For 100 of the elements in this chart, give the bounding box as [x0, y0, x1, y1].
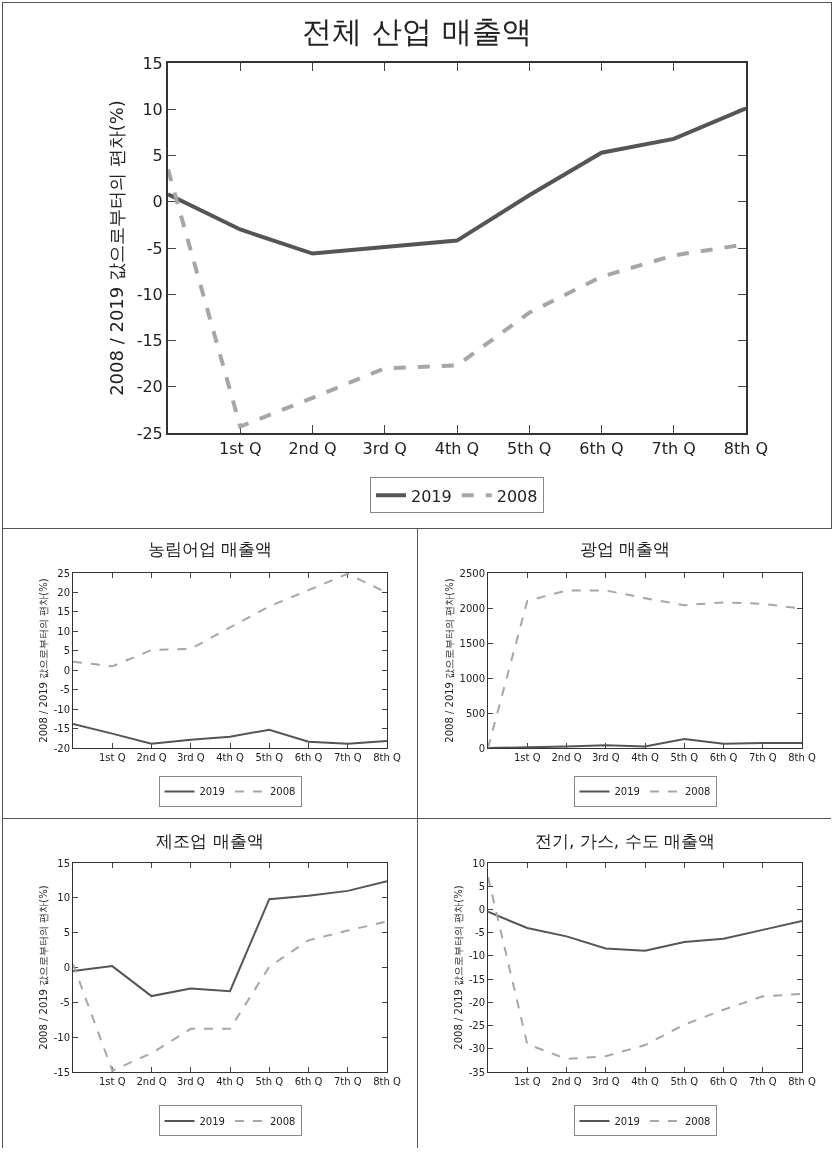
chart-title: 전기, 가스, 수도 매출액 [534, 831, 716, 852]
x-tick-label: 2nd Q [288, 439, 337, 459]
y-tick-label: -5 [475, 927, 485, 939]
y-tick-label: -30 [468, 1043, 485, 1055]
chart-title: 제조업 매출액 [156, 831, 264, 852]
x-tick-label: 5th Q [670, 752, 699, 763]
x-tick-label: 2nd Q [551, 1076, 582, 1087]
y-tick-label: -20 [468, 996, 485, 1008]
legend-label: 2008 [269, 786, 296, 798]
x-tick-label: 7th Q [748, 752, 777, 763]
y-axis-title: 2008 / 2019 값으로부터의 편차(%) [37, 578, 49, 743]
x-tick-label: 6th Q [709, 1076, 738, 1087]
y-tick-label: 1500 [459, 637, 485, 649]
y-tick-label: 2500 [459, 567, 485, 579]
y-tick-label: 2000 [459, 602, 485, 614]
x-tick-label: 2nd Q [551, 752, 582, 763]
y-tick-label: 25 [57, 567, 70, 579]
x-tick-label: 3rd Q [591, 1076, 620, 1087]
x-tick-label: 3rd Q [176, 752, 205, 763]
y-tick-label: -15 [53, 723, 70, 735]
y-tick-label: -15 [136, 331, 163, 351]
y-tick-label: 0 [478, 742, 485, 754]
y-tick-label: 10 [142, 99, 163, 119]
y-tick-label: 15 [57, 857, 70, 869]
legend-label: 2008 [496, 486, 538, 506]
y-axis-title: 2008 / 2019 값으로부터의 편차(%) [452, 885, 464, 1050]
x-tick-label: 4th Q [216, 752, 244, 763]
y-tick-label: -15 [53, 1066, 70, 1078]
y-tick-label: 10 [57, 892, 70, 904]
y-tick-label: 5 [63, 927, 70, 939]
x-tick-label: 7th Q [651, 439, 696, 459]
y-tick-label: -25 [136, 423, 163, 443]
y-tick-label: -20 [53, 742, 70, 754]
x-tick-label: 6th Q [579, 439, 624, 459]
x-tick-label: 6th Q [294, 752, 323, 763]
x-tick-label: 1st Q [98, 752, 126, 763]
y-tick-label: -20 [136, 377, 163, 397]
legend-label: 2019 [199, 1115, 225, 1127]
x-tick-label: 6th Q [709, 752, 738, 763]
y-tick-label: -15 [468, 973, 485, 985]
y-tick-label: -25 [468, 1020, 485, 1032]
x-tick-label: 8th Q [788, 1076, 816, 1087]
legend-label: 2008 [684, 786, 711, 798]
chart-title: 전체 산업 매출액 [302, 14, 532, 50]
y-tick-label: 0 [478, 903, 485, 915]
y-axis-title: 2008 / 2019 값으로부터의 편차(%) [443, 578, 455, 743]
y-tick-label: 5 [152, 146, 163, 166]
x-tick-label: 6th Q [294, 1076, 323, 1087]
y-tick-label: 15 [142, 53, 163, 73]
y-axis-title: 2008 / 2019 값으로부터의 편차(%) [37, 885, 49, 1050]
y-tick-label: -5 [60, 996, 70, 1008]
x-tick-label: 7th Q [333, 752, 362, 763]
legend-label: 2019 [614, 786, 640, 798]
y-axis-title: 2008 / 2019 값으로부터의 편차(%) [106, 100, 128, 396]
x-tick-label: 8th Q [723, 439, 769, 459]
legend-label: 2008 [269, 1115, 296, 1127]
y-tick-label: 500 [465, 707, 485, 719]
x-tick-label: 1st Q [513, 1076, 541, 1087]
x-tick-label: 1st Q [98, 1076, 126, 1087]
chart-title: 농림어업 매출액 [147, 539, 273, 560]
x-tick-label: 2nd Q [136, 1076, 167, 1087]
x-tick-label: 3rd Q [362, 439, 407, 459]
x-tick-label: 4th Q [631, 752, 659, 763]
y-tick-label: 1000 [459, 672, 485, 684]
x-tick-label: 8th Q [788, 752, 816, 763]
legend-label: 2008 [684, 1115, 711, 1127]
x-tick-label: 3rd Q [591, 752, 620, 763]
y-tick-label: -10 [136, 284, 163, 304]
y-tick-label: -10 [53, 1031, 70, 1043]
y-tick-label: 15 [57, 606, 70, 618]
x-tick-label: 2nd Q [136, 752, 167, 763]
x-tick-label: 3rd Q [176, 1076, 205, 1087]
y-tick-label: -35 [468, 1066, 485, 1078]
x-tick-label: 7th Q [748, 1076, 777, 1087]
legend-label: 2019 [411, 486, 452, 506]
y-tick-label: 5 [63, 645, 70, 657]
x-tick-label: 5th Q [255, 752, 284, 763]
x-tick-label: 5th Q [670, 1076, 699, 1087]
y-tick-label: 5 [478, 880, 485, 892]
y-tick-label: 10 [472, 857, 485, 869]
y-tick-label: 10 [57, 625, 70, 637]
x-tick-label: 7th Q [333, 1076, 362, 1087]
y-tick-label: -10 [468, 950, 485, 962]
y-tick-label: -5 [60, 684, 70, 696]
x-tick-label: 4th Q [216, 1076, 244, 1087]
y-tick-label: 0 [152, 192, 163, 212]
x-tick-label: 4th Q [631, 1076, 659, 1087]
x-tick-label: 1st Q [219, 439, 262, 459]
x-tick-label: 4th Q [434, 439, 480, 459]
y-tick-label: 0 [63, 664, 70, 676]
y-tick-label: 0 [63, 962, 70, 973]
y-tick-label: -5 [146, 238, 163, 258]
x-tick-label: 5th Q [255, 1076, 284, 1087]
x-tick-label: 8th Q [373, 1076, 401, 1087]
y-tick-label: 20 [57, 586, 70, 598]
chart-title: 광업 매출액 [579, 539, 671, 560]
x-tick-label: 5th Q [507, 439, 552, 459]
legend-label: 2019 [199, 786, 225, 798]
x-tick-label: 8th Q [373, 752, 401, 763]
x-tick-label: 1st Q [513, 752, 541, 763]
